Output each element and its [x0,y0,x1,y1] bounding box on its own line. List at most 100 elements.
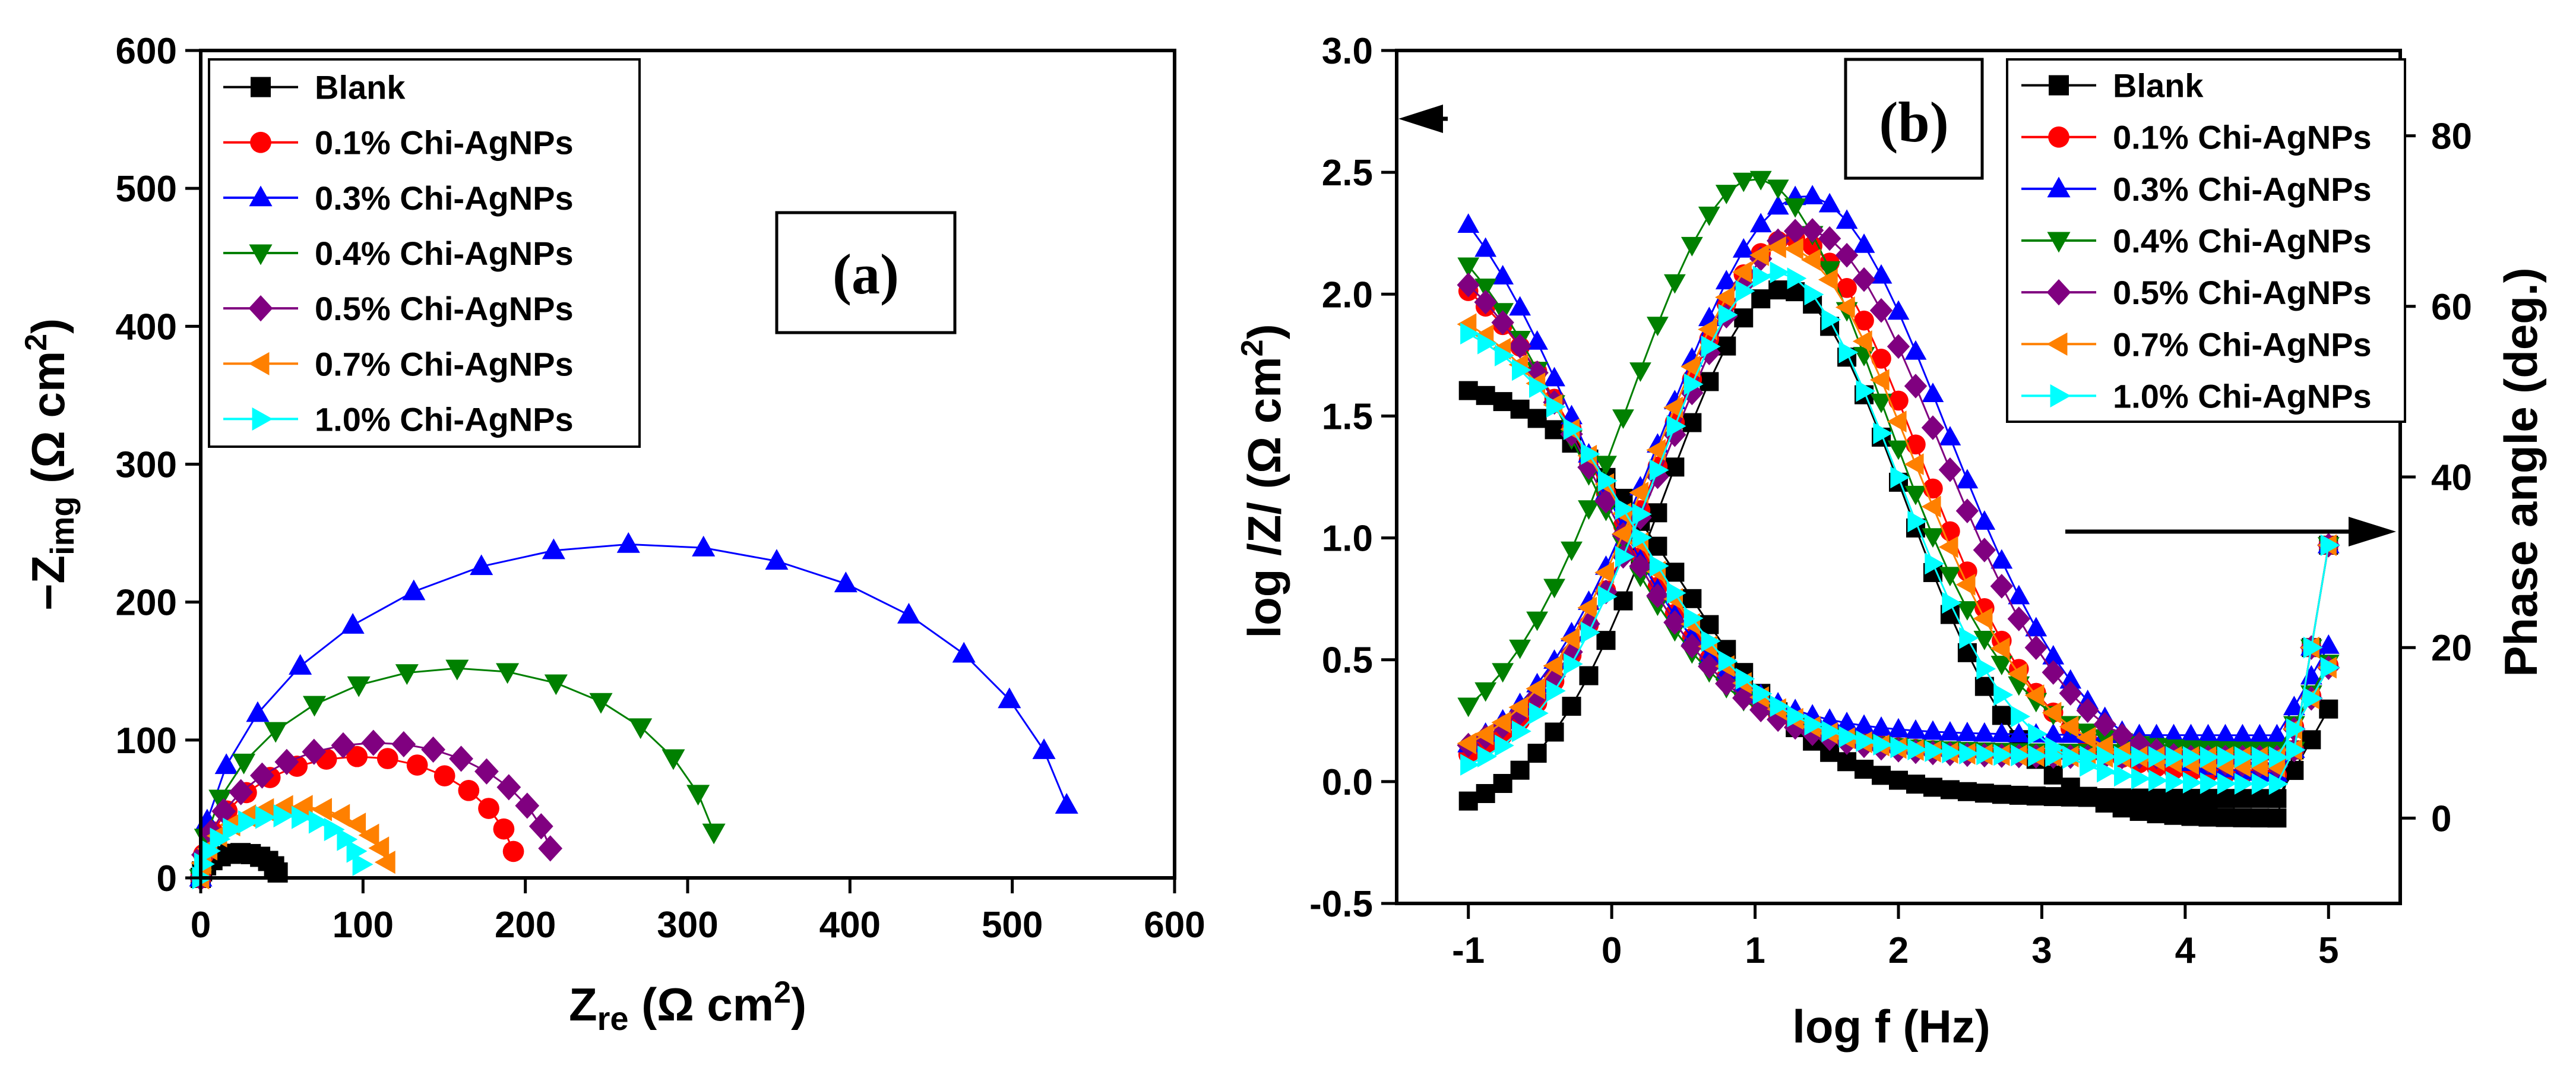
legend-label: Blank [315,69,406,106]
phase-point [2093,712,2116,737]
phase-point [1732,172,1755,192]
logz-point [1491,310,1514,335]
logz-point [1890,736,1910,759]
phase-point [2024,684,2045,706]
phase-point [2320,534,2340,557]
logz-point [1460,323,1480,345]
series-0-4-chi-agnps [189,659,726,890]
data-point [324,817,345,842]
phase-point [1562,697,1581,716]
data-point [368,836,390,860]
data-point [302,738,327,765]
phase-point [1510,760,1530,780]
logz-point [1907,738,1928,761]
phase-point [1615,545,1635,568]
phase-point [1921,495,1941,518]
x-tick-label: 500 [982,905,1043,946]
logz-point [2232,723,2254,744]
y-tick-label: 3.0 [1322,31,1373,72]
y-right-tick-label: 80 [2431,116,2472,157]
legend-item: 0.5% Chi-AgNPs [2021,274,2372,311]
legend-label: 0.3% Chi-AgNPs [315,179,574,217]
phase-point [1852,267,1876,292]
logz-point [2303,687,2323,710]
phase-point [1959,627,1979,649]
phase-point [1546,680,1566,702]
data-point [223,817,244,841]
panel-b-ticks: -1 0 1 2 3 4 5 -0.5 0.0 0.5 1.0 1.5 2.0 2.5 3.0 0 20 40 60… [1309,31,2472,971]
data-point [470,554,493,576]
logz-point [2214,723,2236,744]
logz-point [1973,722,1996,742]
data-point [238,810,259,834]
data-point [211,798,236,824]
logz-point [1563,418,1583,440]
phase-point [2165,770,2185,793]
phase-point [2129,802,2149,821]
phase-point [1476,783,1495,803]
logz-point [1993,744,2014,766]
logz-point [2042,723,2065,743]
logz-point [1718,650,1738,672]
logz-point [1597,470,1618,492]
logz-point [1853,714,1875,734]
phase-point [1939,567,1961,587]
phase-point [1715,286,1735,308]
phase-point [1887,334,1910,359]
y-tick-label: 0.0 [1322,762,1373,803]
logz-point [2234,746,2254,769]
logz-point [1959,742,1979,764]
phase-point [1682,413,1702,432]
phase-point [1990,549,2013,569]
phase-point [1752,266,1773,288]
phase-point [2198,807,2218,827]
x-tick-label: 300 [657,905,718,946]
phase-point [2059,669,2082,689]
logz-point [1545,420,1564,440]
data-point [329,804,350,827]
data-point [445,659,469,681]
phase-point [1818,192,1841,213]
phase-point [1904,453,1924,476]
phase-point [1821,308,1841,331]
phase-point [1938,536,1958,558]
phase-point [1460,754,1480,776]
phase-point [2011,705,2030,728]
data-point [502,840,524,862]
series-1-0-chi-agnps [192,804,374,890]
logz-point [1546,396,1566,418]
phase-point [1783,238,1803,260]
phase-point [1698,206,1720,226]
phase-point [1869,298,1893,323]
panel-b-xlabel: log f (Hz) [1792,1000,1990,1053]
logz-point [1873,734,1893,756]
data-point [345,813,366,836]
phase-point [2062,747,2082,769]
phase-point [1938,457,1962,482]
logz-point [1493,392,1512,412]
data-point [358,823,379,847]
logz-point [1529,376,1549,398]
logz-point [1527,409,1547,428]
data-point [474,758,499,785]
logz-point [1495,345,1514,366]
data-point [391,731,416,758]
phase-point [1597,585,1618,608]
logz-point [1649,555,1669,577]
x-tick-label: 600 [1144,905,1205,946]
phase-point [1990,637,2010,659]
logz-point [1906,775,1925,794]
phase-point [1770,261,1790,283]
phase-point [1976,658,1996,680]
logz-point [1990,722,2013,742]
logz-point [1663,610,1686,635]
y-tick-label: 2.0 [1322,274,1373,315]
phase-point [2114,764,2134,787]
phase-point [1561,541,1583,561]
panel-a-tag-text: (a) [833,242,899,306]
phase-point [2078,786,2097,806]
logz-point [1646,583,1669,608]
legend-label: Blank [2113,67,2204,105]
phase-point [1800,218,1824,243]
